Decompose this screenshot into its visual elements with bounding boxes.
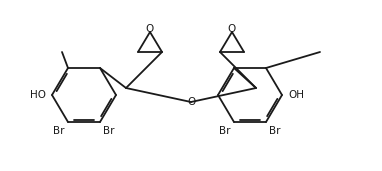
Text: O: O <box>146 24 154 34</box>
Text: Br: Br <box>269 126 281 136</box>
Text: OH: OH <box>288 90 304 100</box>
Text: O: O <box>228 24 236 34</box>
Text: Br: Br <box>219 126 231 136</box>
Text: O: O <box>187 97 195 107</box>
Text: Br: Br <box>103 126 115 136</box>
Text: Br: Br <box>53 126 65 136</box>
Text: HO: HO <box>30 90 46 100</box>
